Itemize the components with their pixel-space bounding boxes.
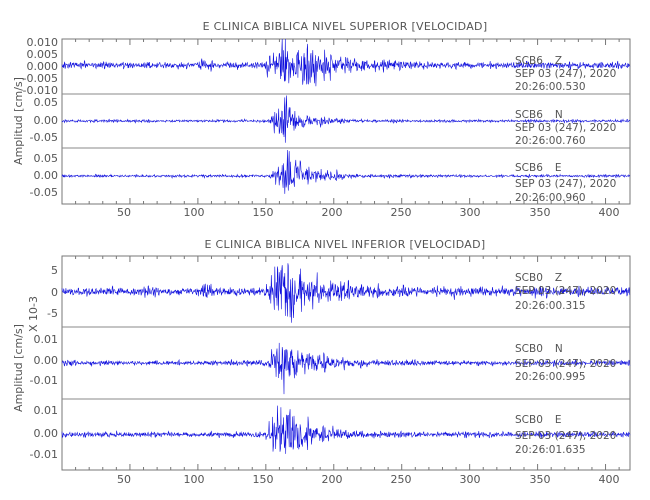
chart-nivel-superior: E CLINICA BIBLICA NIVEL SUPERIOR [VELOCI… [12,20,631,219]
station-component-label: SCB0 Z [515,272,562,284]
y-tick-label: 0.00 [34,354,59,367]
y-tick-label: 0.05 [34,96,59,109]
y-tick-label: -0.05 [30,186,58,199]
x-tick-label: 250 [391,206,412,219]
y-axis-label: Amplitud [cm/s] [12,324,25,412]
x-tick-label: 200 [322,206,343,219]
trace-panel: 0.01 0.00 -0.01 SCB0 N SEP 03 (247), 2020… [30,333,631,400]
x-axis-ticks [75,256,620,470]
trace-date: SEP 03 (247), 2020 [515,285,616,297]
x-tick-label: 200 [322,473,343,486]
trace-start-time: 20:26:00.995 [515,371,586,383]
x-tick-label: 150 [253,473,274,486]
trace-start-time: 20:26:00.315 [515,300,586,312]
chart-title: E CLINICA BIBLICA NIVEL SUPERIOR [VELOCI… [203,20,488,33]
y-tick-label: 0.005 [27,48,59,61]
x-tick-label: 150 [253,206,274,219]
trace-start-time: 20:26:01.635 [515,444,586,456]
chart-nivel-inferior: E CLINICA BIBLICA NIVEL INFERIOR [VELOCI… [12,238,631,486]
y-tick-label: -0.01 [30,448,58,461]
x-tick-label: 400 [599,206,620,219]
y-tick-label: -0.010 [23,84,58,97]
y-tick-label: 0.00 [34,114,59,127]
y-tick-label: -0.01 [30,374,58,387]
station-component-label: SCB6 E [515,162,562,174]
y-tick-label: -5 [47,307,58,320]
trace-date: SEP 03 (247), 2020 [515,358,616,370]
x-tick-label: 50 [117,473,131,486]
seismogram-trace [61,342,631,395]
seismogram-trace [61,149,631,194]
station-component-label: SCB6 Z [515,55,562,67]
trace-panel: 0.05 0.00 -0.05 SCB6 E SEP 03 (247), 2020… [30,149,631,204]
y-axis-multiplier: X 10-3 [27,296,40,332]
seismogram-trace [61,38,631,87]
x-tick-label: 350 [530,473,551,486]
y-tick-label: 0.05 [34,152,59,165]
y-tick-label: 0.00 [34,169,59,182]
trace-date: SEP 03 (247), 2020 [515,430,616,442]
trace-date: SEP 03 (247), 2020 [515,122,616,134]
trace-panel: 0.05 0.00 -0.05 SCB6 N SEP 03 (247), 2020… [30,95,631,149]
station-component-label: SCB0 N [515,343,563,355]
trace-start-time: 20:26:00.760 [515,135,586,147]
trace-start-time: 20:26:00.960 [515,192,586,204]
y-tick-label: 0.01 [34,333,59,346]
station-component-label: SCB0 E [515,414,562,426]
y-tick-label: 0 [51,286,58,299]
x-tick-label: 300 [460,206,481,219]
y-tick-label: -0.05 [30,131,58,144]
x-tick-label: 100 [184,473,205,486]
chart-title: E CLINICA BIBLICA NIVEL INFERIOR [VELOCI… [205,238,486,251]
seismogram-trace [61,263,631,323]
y-tick-label: -0.005 [23,72,58,85]
y-tick-label: 0.00 [34,427,59,440]
x-tick-label: 400 [599,473,620,486]
trace-date: SEP 03 (247), 2020 [515,178,616,190]
x-tick-label: 50 [117,206,131,219]
trace-date: SEP 03 (247), 2020 [515,68,616,80]
x-tick-label: 250 [391,473,412,486]
seismogram-trace [61,405,631,454]
trace-panel: 0.010 0.005 0.000 -0.005 -0.010 SCB6 Z SE… [23,36,631,97]
y-tick-label: 0.010 [27,36,59,49]
x-tick-label: 350 [530,206,551,219]
y-tick-label: 0.000 [27,60,59,73]
seismogram-trace [61,95,631,143]
trace-start-time: 20:26:00.530 [515,81,586,93]
y-tick-label: 0.01 [34,404,59,417]
trace-panel: 0.01 0.00 -0.01 SCB0 E SEP 03 (247), 2020… [30,404,631,461]
y-tick-label: 5 [51,264,58,277]
y-axis-label: Amplitud [cm/s] [12,77,25,165]
x-tick-label: 100 [184,206,205,219]
x-axis-ticks [75,39,620,204]
x-tick-label: 300 [460,473,481,486]
station-component-label: SCB6 N [515,109,563,121]
trace-panel: 5 0 -5 SCB0 Z SEP 03 (247), 2020 20:26:00… [47,263,631,328]
